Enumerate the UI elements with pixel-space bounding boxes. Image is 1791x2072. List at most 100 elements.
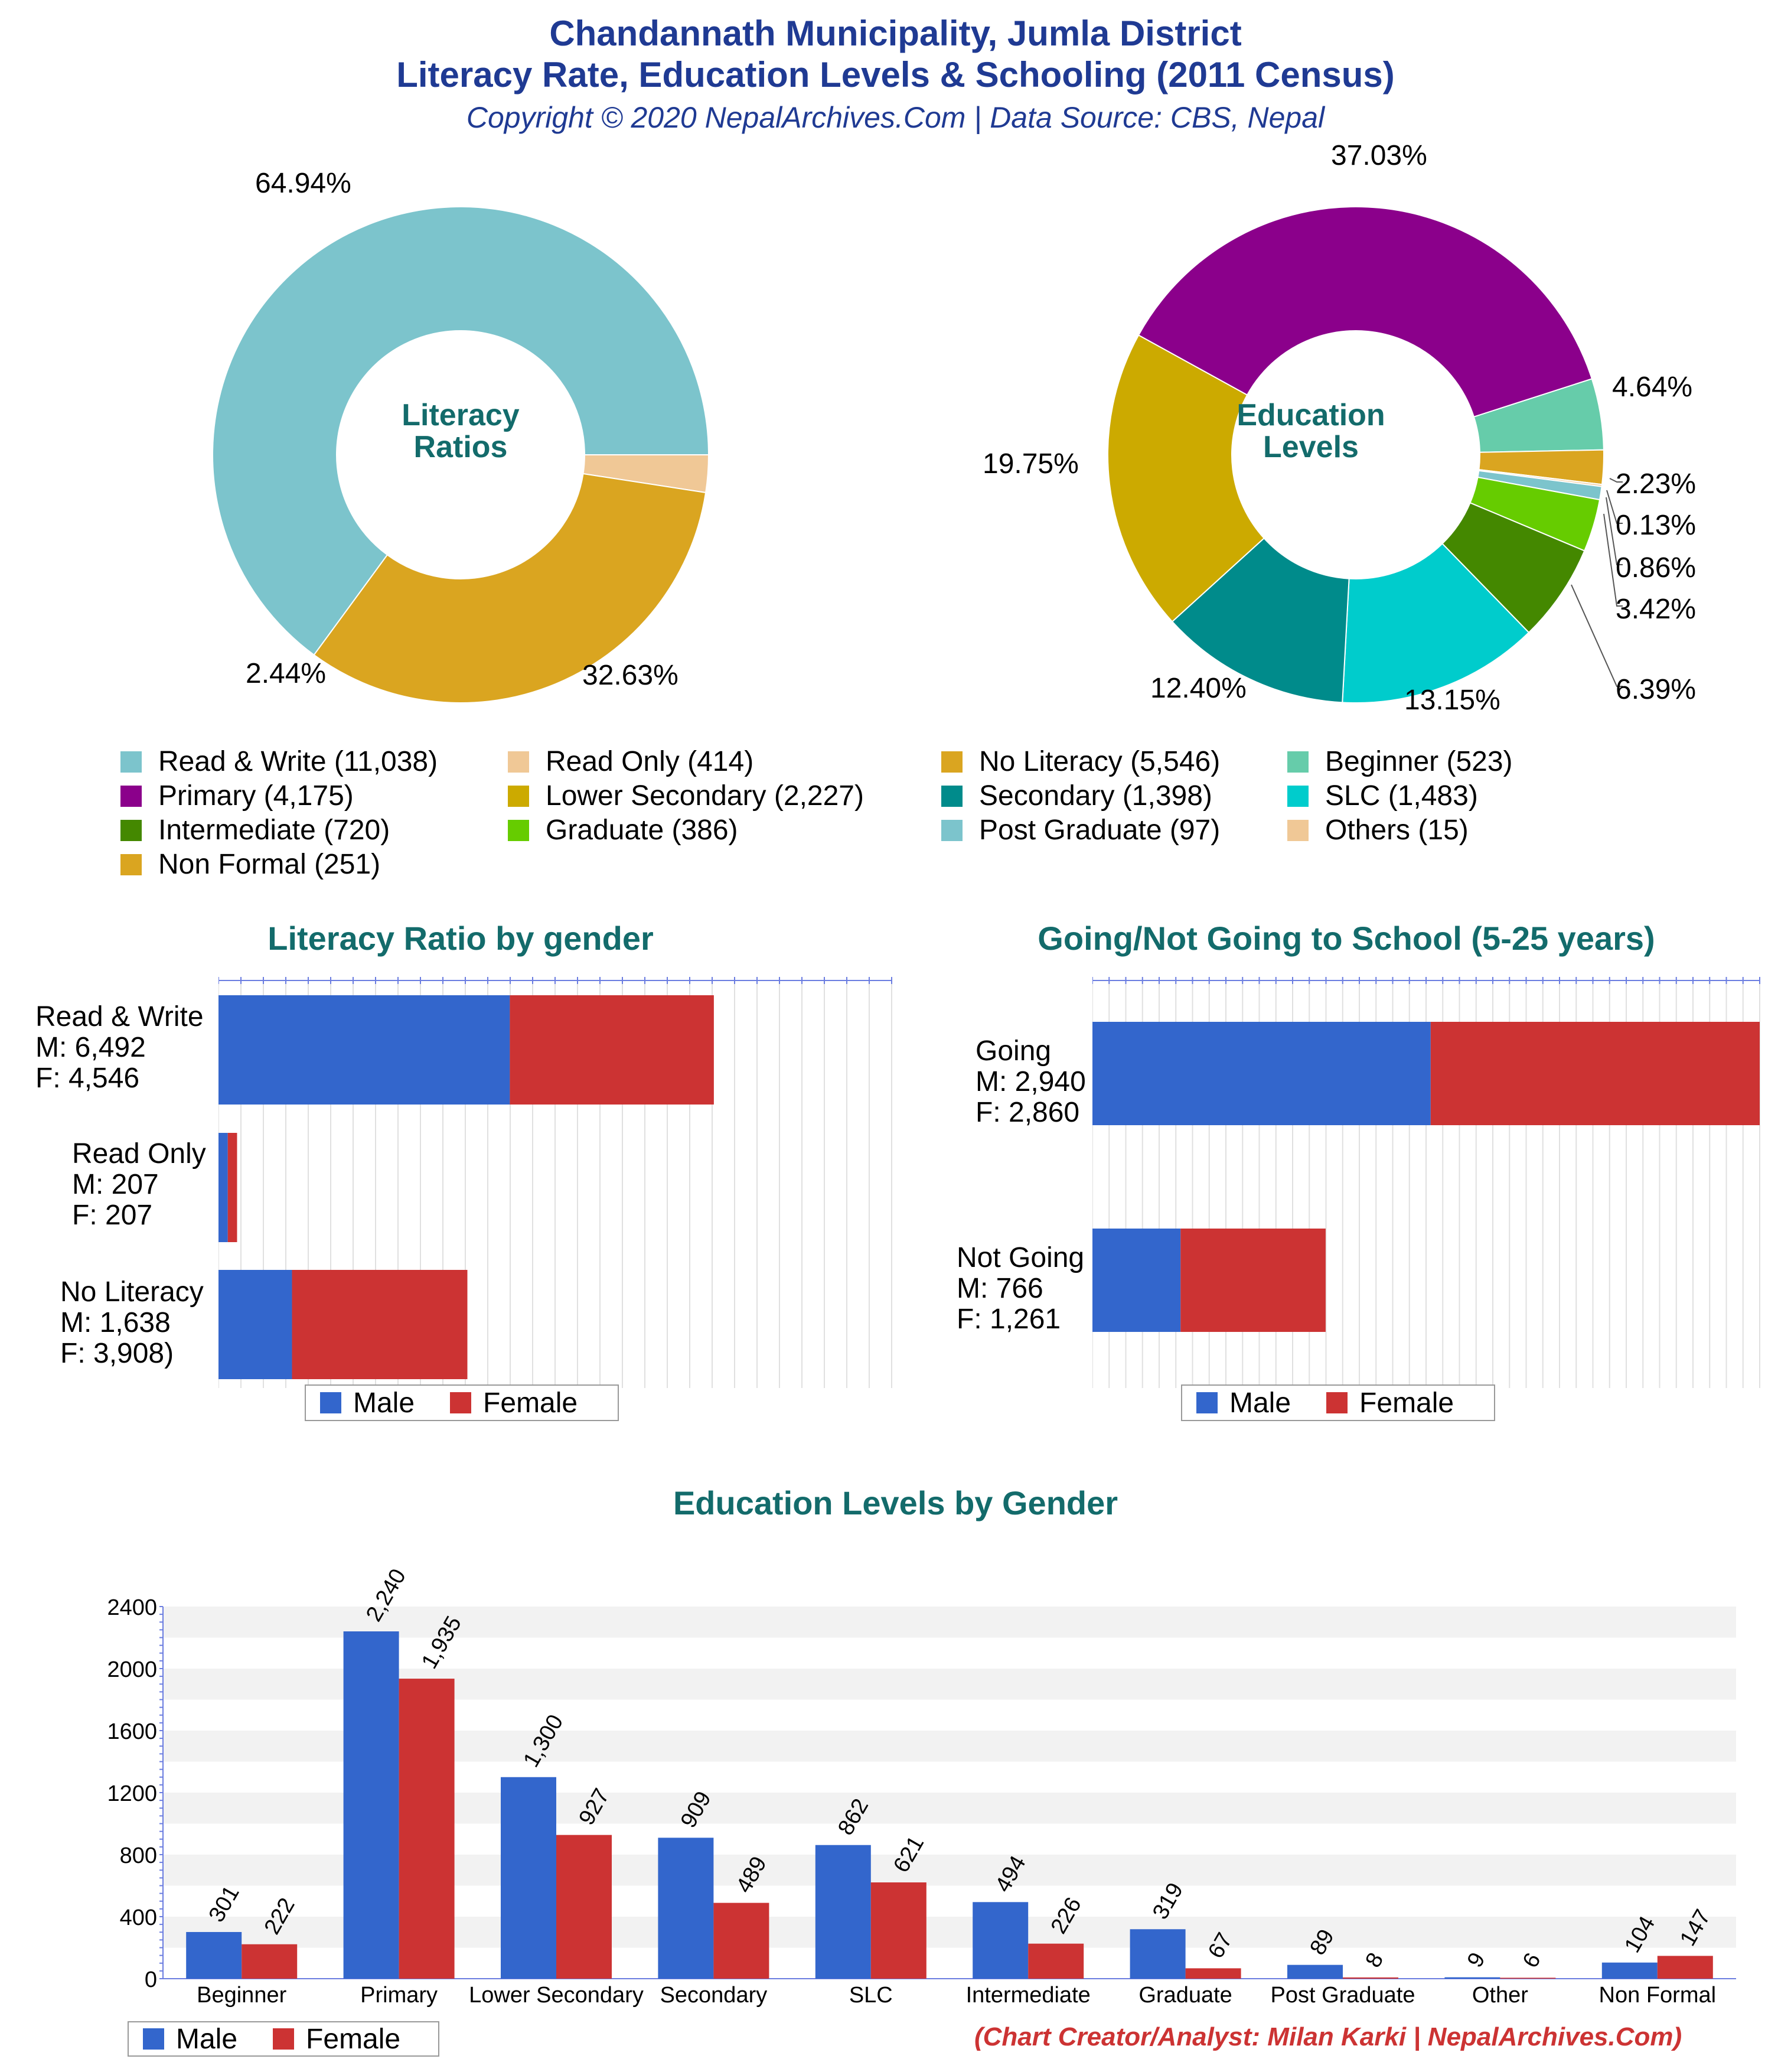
literacy-gender-title: Literacy Ratio by gender [267,920,654,957]
legend-primary-text: Primary (4,175) [158,780,354,812]
vbar-legend-male: Male [176,2023,238,2055]
vbar-bar-graduate-female [1185,1968,1241,1979]
pie2-label-intermediate: 6.39% [1616,674,1697,705]
vbar-category-label: Intermediate [966,1983,1091,2008]
pie2-leader-line [1606,490,1623,524]
hbar1-label-no-literacy: No Literacy M: 1,638 F: 3,908) [60,1277,204,1369]
vbar-bar-primary-female [399,1679,455,1979]
vbar-category-label: Secondary [660,1983,768,2008]
hbar1-label-read-write-f: F: 4,546 [35,1063,140,1094]
legend-graduate-text: Graduate (386) [546,815,738,846]
vbar-category-label: Beginner [197,1983,286,2008]
swatch-others [1287,819,1309,841]
legend-beginner: Beginner (523) [1287,745,1513,778]
vbar-ytick-label: 2000 [107,1657,157,1682]
hbar2-legend: Male Female [1181,1384,1495,1421]
pie2-label-non-formal: 2.23% [1616,468,1697,500]
legend-intermediate-text: Intermediate (720) [158,815,390,846]
vbar-category-label: Primary [360,1983,438,2008]
vbar-bar-lower-secondary-female [556,1835,612,1979]
vbar-bar-beginner-male [186,1931,242,1979]
vbar-legend-male-swatch [143,2028,164,2050]
schooling-chart [1092,977,1760,1388]
vbar-ytick-label: 0 [145,1967,157,1992]
hbar2-legend-female-swatch [1326,1392,1348,1413]
legend-primary: Primary (4,175) [120,780,354,812]
hbar1-label-read-write: Read & Write M: 6,492 F: 4,546 [35,1002,204,1094]
swatch-primary [120,785,142,807]
vbar-category-label: Lower Secondary [469,1983,644,2008]
pie2-label-graduate: 3.42% [1616,594,1697,625]
hbar2-legend-male-swatch [1196,1392,1218,1413]
pie1-slice-read-write [212,206,710,656]
vbar-category-label: Graduate [1138,1983,1232,2008]
pie1-center-line1: Literacy [402,398,520,432]
hbar2-label-not-going-m: M: 766 [957,1273,1043,1304]
pie2-slice-slc [1342,543,1530,703]
swatch-slc [1287,785,1309,807]
vbar-bar-slc-female [870,1882,927,1979]
hbar1-label-no-literacy-m: M: 1,638 [60,1307,171,1338]
legend-non-formal: Non Formal (251) [120,848,380,881]
vbar-bar-post-graduate-male [1287,1965,1343,1979]
hbar2-label-not-going: Not Going M: 766 F: 1,261 [957,1243,1084,1335]
legend-read-write: Read & Write (11,038) [120,745,438,778]
legend-no-literacy-text: No Literacy (5,546) [979,746,1221,777]
vbar-legend-female-swatch [273,2028,295,2050]
hbar1-bar-read-write-male [218,995,510,1105]
pie1-label-read-write: 64.94% [255,168,351,199]
vbar-ytick-label: 1200 [107,1781,157,1806]
legend-read-only: Read Only (414) [508,745,753,778]
hbar1-label-no-literacy-f: F: 3,908) [60,1338,174,1369]
swatch-post-graduate [941,819,963,841]
pie1-label-read-only: 2.44% [246,658,327,689]
pie2-leader-line [1606,497,1623,565]
pie2-slice-primary [1137,206,1593,418]
hbar1-legend-male-swatch [320,1392,341,1413]
pie1-center-label: Literacy Ratios [354,399,567,463]
vbar-bar-primary-male [343,1631,399,1979]
hbar1-bar-read-only-male [218,1133,228,1242]
hbar2-legend-male: Male [1229,1387,1291,1419]
pie1-slice-no-literacy [313,473,707,703]
legend-secondary-text: Secondary (1,398) [979,780,1212,812]
legend-post-graduate-text: Post Graduate (97) [979,815,1221,846]
legend-lower-secondary-text: Lower Secondary (2,227) [546,780,864,812]
vbar-ytick-label: 400 [120,1905,157,1930]
swatch-lower-secondary [508,785,529,807]
copyright: Copyright © 2020 NepalArchives.Com | Dat… [466,101,1325,134]
pie2-center-label: Education Levels [1193,399,1429,463]
pie2-leader-line [1609,478,1623,483]
vbar-bar-other-female [1500,1977,1556,1979]
education-levels-donut [1107,206,1623,703]
legend-lower-secondary: Lower Secondary (2,227) [508,780,864,812]
swatch-secondary [941,785,963,807]
hbar2-label-going-name: Going [976,1035,1052,1067]
edu-gender-title: Education Levels by Gender [673,1484,1118,1522]
vbar-category-label: Non Formal [1599,1983,1717,2008]
hbar2-label-going: Going M: 2,940 F: 2,860 [976,1036,1086,1128]
vbar-band [163,1607,1736,1638]
hbar2-bar-going-male [1092,1022,1431,1125]
credit: (Chart Creator/Analyst: Milan Karki | Ne… [974,2022,1682,2051]
literacy-gender-chart [218,977,892,1388]
vbar-ytick-label: 2400 [107,1595,157,1620]
pie2-center-line1: Education [1237,398,1385,432]
vbar-bar-lower-secondary-male [501,1777,556,1979]
legend-beginner-text: Beginner (523) [1325,746,1513,777]
vbar-legend: Male Female [128,2021,439,2057]
vbar-bar-slc-male [815,1845,871,1979]
legend-read-write-text: Read & Write (11,038) [158,746,438,777]
hbar2-bar-not-going-female [1180,1229,1326,1332]
hbar1-label-read-only-f: F: 207 [72,1200,153,1231]
pie2-label-beginner: 4.64% [1612,372,1693,403]
hbar1-bar-read-only-female [227,1133,237,1242]
vbar-bar-other-male [1444,1977,1500,1979]
hbar1-bar-no-literacy-female [292,1270,468,1379]
pie2-leader-line [1603,513,1623,607]
pie1-label-no-literacy: 32.63% [582,660,678,691]
schooling-title: Going/Not Going to School (5-25 years) [1038,920,1655,957]
literacy-ratios-donut [212,206,710,703]
swatch-no-literacy [941,751,963,773]
